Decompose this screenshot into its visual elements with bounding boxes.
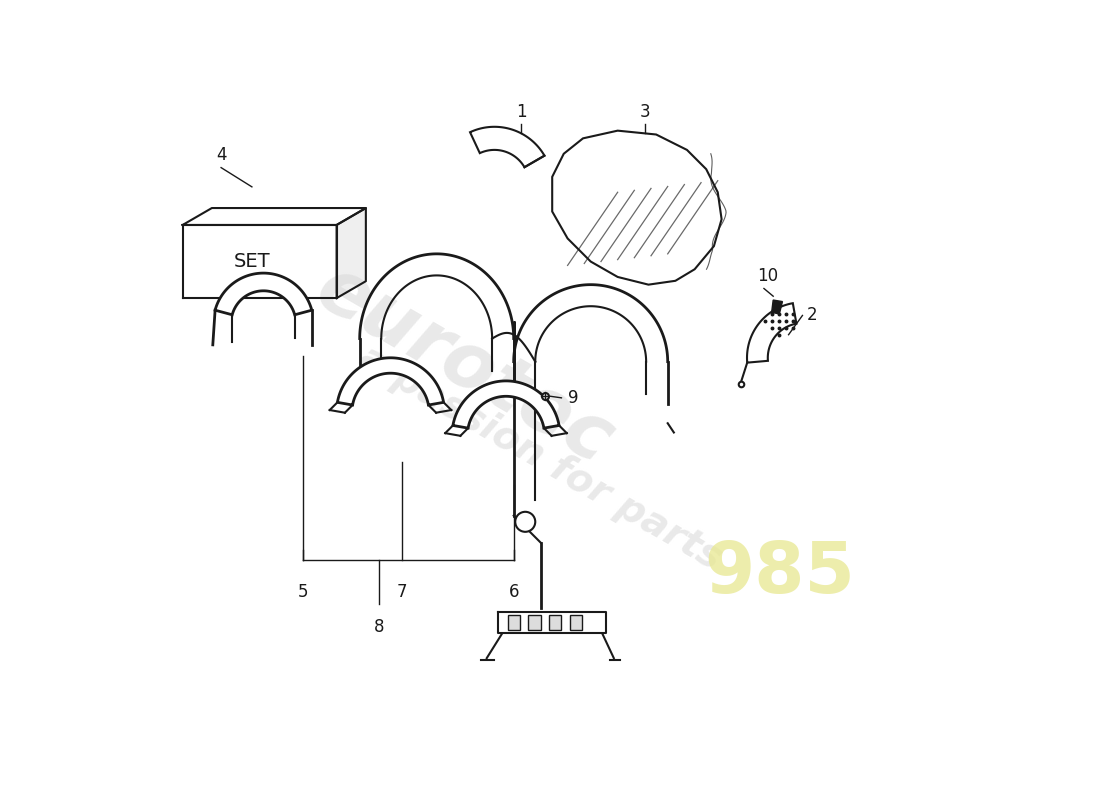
Text: 9: 9 — [568, 389, 579, 407]
Text: 6: 6 — [508, 583, 519, 602]
Bar — [570, 615, 582, 630]
Polygon shape — [498, 612, 606, 634]
Polygon shape — [183, 208, 366, 225]
Polygon shape — [216, 273, 311, 314]
Text: 1: 1 — [516, 102, 527, 121]
Text: eurotec: eurotec — [302, 251, 625, 480]
Bar — [549, 615, 561, 630]
Polygon shape — [338, 358, 443, 405]
Polygon shape — [747, 303, 796, 362]
Text: 4: 4 — [216, 146, 227, 164]
Polygon shape — [552, 130, 722, 285]
Bar — [528, 615, 541, 630]
Text: 985: 985 — [704, 539, 855, 608]
Text: 7: 7 — [397, 583, 407, 602]
Text: SET: SET — [233, 252, 271, 271]
Text: 2: 2 — [806, 306, 817, 325]
Polygon shape — [337, 208, 366, 298]
Polygon shape — [470, 127, 544, 167]
Text: a passion for parts: a passion for parts — [352, 338, 729, 578]
Polygon shape — [183, 225, 337, 298]
Polygon shape — [453, 381, 559, 428]
Text: 8: 8 — [374, 618, 384, 636]
Circle shape — [515, 512, 536, 532]
Polygon shape — [772, 300, 782, 314]
Text: 5: 5 — [298, 583, 309, 602]
Bar — [507, 615, 520, 630]
Text: 3: 3 — [639, 102, 650, 121]
Text: 10: 10 — [757, 266, 779, 285]
